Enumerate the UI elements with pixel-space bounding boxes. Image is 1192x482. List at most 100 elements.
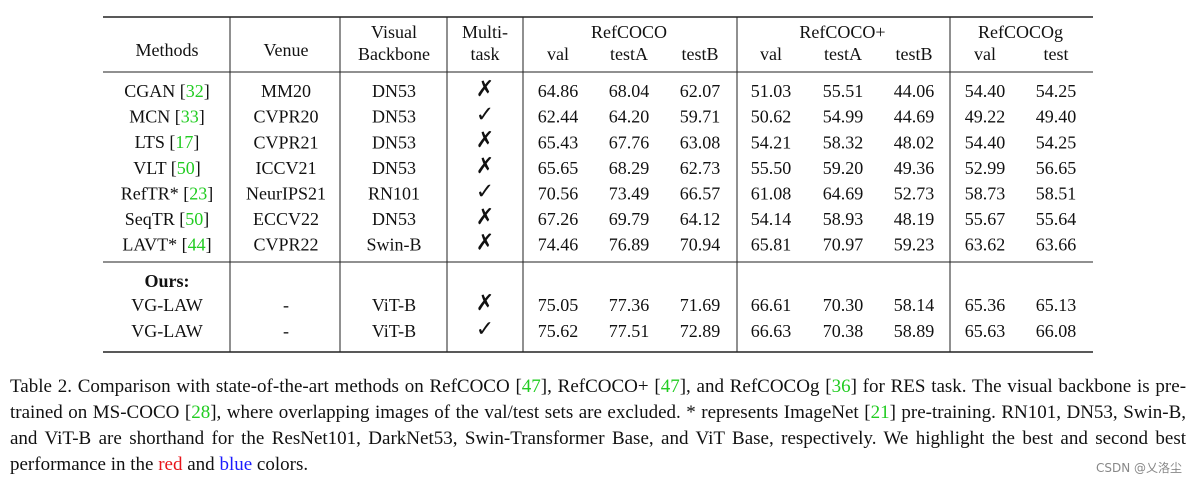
backbone: ViT-B [372,295,416,315]
caption-segment: red [158,454,183,475]
score: 72.89 [680,321,721,341]
score: 55.64 [1036,209,1077,229]
score: 63.08 [680,132,721,152]
multitask: ✓ [476,178,494,203]
score: 54.40 [965,132,1006,152]
method: RefTR* [23] [121,184,213,204]
score: 65.36 [965,295,1006,315]
venue: ECCV22 [253,209,319,229]
method: VG-LAW [131,321,203,341]
score: 65.65 [538,158,579,178]
score: 62.73 [680,158,721,178]
multitask: ✗ [476,230,494,255]
score: 66.61 [751,295,792,315]
text-segment: ] [206,235,212,255]
backbone: RN101 [368,184,420,204]
score: 62.07 [680,81,721,101]
multitask: ✗ [476,76,494,101]
score: 74.46 [538,235,579,255]
text-segment: ] [199,107,205,127]
venue: ICCV21 [255,158,316,178]
sub-header: testB [681,44,718,64]
ours-label: Ours: [145,271,190,291]
caption-segment: 36 [831,376,851,397]
score: 65.63 [965,321,1006,341]
caption: Table 2. Comparison with state-of-the-ar… [10,374,1186,478]
score: 58.51 [1036,184,1077,204]
score: 55.51 [823,81,864,101]
caption-segment: blue [219,454,253,475]
score: 44.06 [894,81,935,101]
text-segment: RefTR* [ [121,184,189,204]
caption-segment: 21 [870,402,890,423]
score: 49.22 [965,107,1006,127]
score: 68.29 [609,158,650,178]
score: 70.94 [680,235,721,255]
text-segment: 50 [185,209,203,229]
text-segment: ] [203,209,209,229]
caption-segment: 47 [521,376,541,397]
score: 64.20 [609,107,650,127]
caption-segment: ], RefCOCO+ [ [540,376,661,397]
sub-header: val [974,44,996,64]
score: 66.57 [680,184,721,204]
score: 63.62 [965,235,1006,255]
score: 65.43 [538,132,579,152]
method: SeqTR [50] [125,209,210,229]
score: 54.40 [965,81,1006,101]
text-segment: 50 [177,158,195,178]
text-segment: ] [204,81,210,101]
score: 59.20 [823,158,864,178]
score: 59.71 [680,107,721,127]
text-segment: 23 [189,184,207,204]
multitask: ✗ [476,290,494,315]
text-segment: VLT [ [133,158,177,178]
score: 77.51 [609,321,650,341]
caption-segment: ], where overlapping images of the val/t… [210,402,871,423]
header-cell: Venue [264,40,309,60]
multitask: ✗ [476,153,494,178]
score: 63.66 [1036,235,1077,255]
score: 55.50 [751,158,792,178]
score: 75.05 [538,295,579,315]
score: 58.73 [965,184,1006,204]
backbone: DN53 [372,107,416,127]
score: 55.67 [965,209,1006,229]
score: 70.97 [823,235,864,255]
score: 52.73 [894,184,935,204]
score: 54.25 [1036,132,1077,152]
backbone: DN53 [372,209,416,229]
method: MCN [33] [129,107,205,127]
text-segment: 17 [175,132,193,152]
score: 56.65 [1036,158,1077,178]
caption-segment: ] pre-training. RN101, DN53, Swin-B, and… [10,402,1187,475]
score: 49.36 [894,158,935,178]
backbone: Swin-B [366,235,421,255]
score: 69.79 [609,209,650,229]
score: 76.89 [609,235,650,255]
text-segment: VG-LAW [131,321,203,341]
score: 65.81 [751,235,792,255]
score: 54.14 [751,209,792,229]
score: 62.44 [538,107,579,127]
score: 50.62 [751,107,792,127]
backbone: DN53 [372,132,416,152]
sub-header: testB [895,44,932,64]
text-segment: ] [193,132,199,152]
score: 54.21 [751,132,792,152]
score: 70.30 [823,295,864,315]
venue: - [283,321,289,341]
score: 48.02 [894,132,935,152]
text-segment: LTS [ [135,132,176,152]
header-cell: Visual [371,22,417,42]
watermark: CSDN @乂洛尘 [1093,459,1184,476]
score: 54.99 [823,107,864,127]
method: VG-LAW [131,295,203,315]
method: CGAN [32] [124,81,210,101]
method: LTS [17] [135,132,200,152]
score: 66.08 [1036,321,1077,341]
caption-segment: 47 [660,376,680,397]
score: 68.04 [609,81,650,101]
score: 70.38 [823,321,864,341]
